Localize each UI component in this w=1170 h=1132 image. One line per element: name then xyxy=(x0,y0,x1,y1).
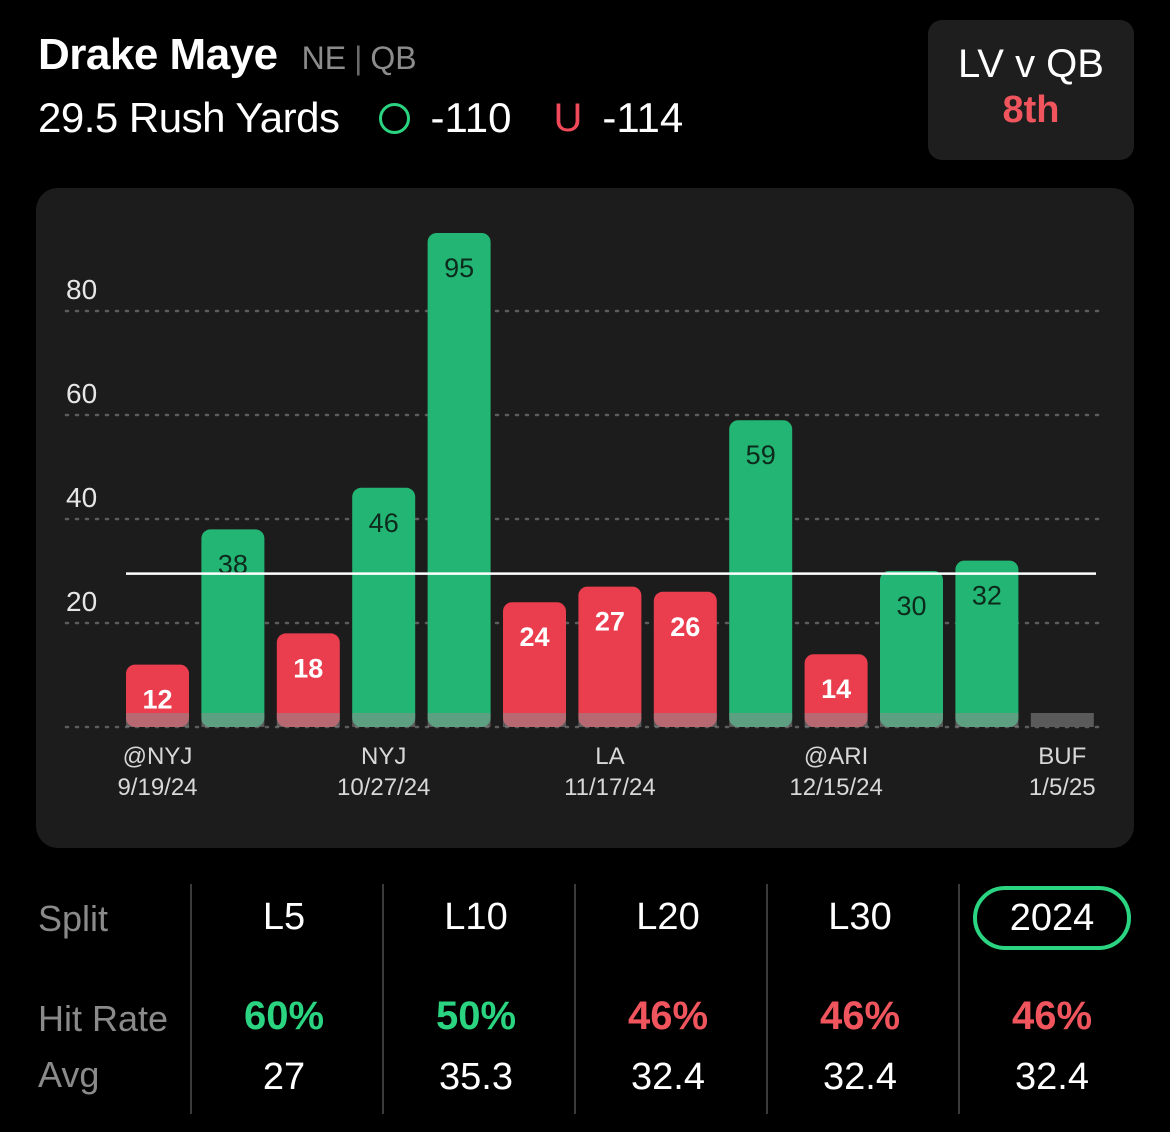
bar-value-label: 95 xyxy=(444,253,474,283)
split-tab-l30[interactable]: L30 xyxy=(828,896,892,938)
hit-rate-value: 60% xyxy=(243,994,325,1038)
player-name: Drake Maye xyxy=(38,30,278,79)
under-icon: U xyxy=(553,95,583,140)
split-tab-2024[interactable]: 2024 xyxy=(973,886,1131,950)
bar-value-label: 14 xyxy=(821,674,851,704)
avg-value: 35.3 xyxy=(439,1056,513,1098)
bar-base-band xyxy=(352,713,416,727)
splits-table: Split Hit Rate Avg L5 60% 27 L10 50% 35.3 L20 4… xyxy=(0,880,1170,1120)
matchup-label: LV v QB xyxy=(958,42,1104,86)
x-label-opponent: @NYJ xyxy=(123,743,193,770)
bar-pending xyxy=(1030,713,1094,727)
bar-base-band xyxy=(804,713,868,727)
column-divider xyxy=(958,884,960,1114)
under-option[interactable]: U -114 xyxy=(553,94,683,142)
bar-value-label: 24 xyxy=(519,622,549,652)
bar-value-label: 38 xyxy=(218,549,248,579)
hit-rate-value: 46% xyxy=(1011,994,1093,1038)
split-tab-l5[interactable]: L5 xyxy=(262,896,306,938)
y-tick-label: 80 xyxy=(66,274,97,305)
bar xyxy=(578,586,642,727)
matchup-rank: 8th xyxy=(1002,89,1060,131)
bar-value-label: 59 xyxy=(746,440,776,470)
bar-base-band xyxy=(427,713,491,727)
bar xyxy=(955,560,1019,727)
bar-value-label: 12 xyxy=(142,685,172,715)
hit-rate-value: 50% xyxy=(435,994,517,1038)
hit-rate-row-label: Hit Rate xyxy=(38,998,169,1039)
column-divider xyxy=(766,884,768,1114)
bar-base-band xyxy=(276,713,340,727)
x-label-opponent: @ARI xyxy=(804,743,868,770)
team-position-separator: | xyxy=(354,40,363,76)
prop-label: 29.5 Rush Yards xyxy=(38,94,340,141)
avg-value: 32.4 xyxy=(631,1056,705,1098)
column-divider xyxy=(574,884,576,1114)
avg-row-label: Avg xyxy=(38,1054,100,1095)
bar-value-label: 27 xyxy=(595,607,625,637)
bar-base-band xyxy=(578,713,642,727)
column-divider xyxy=(190,884,192,1114)
bar xyxy=(427,233,491,727)
bar xyxy=(804,654,868,727)
player-header: Drake Maye NE | QB 29.5 Rush Yards -110 … xyxy=(38,30,683,142)
bar-base-band xyxy=(503,713,566,727)
bar xyxy=(653,591,717,727)
bar xyxy=(276,633,340,727)
split-tab-l20[interactable]: L20 xyxy=(636,896,700,938)
bar xyxy=(201,529,265,727)
prop-line-row: 29.5 Rush Yards -110 U -114 xyxy=(38,94,683,142)
bar xyxy=(352,487,416,727)
bar-base-band xyxy=(653,713,717,727)
position: QB xyxy=(370,40,417,76)
bar-base-band xyxy=(729,713,793,727)
split-tab-l10[interactable]: L10 xyxy=(444,896,508,938)
team-position: NE | QB xyxy=(302,40,417,77)
x-label-opponent: BUF xyxy=(1038,743,1086,770)
bar-base-band xyxy=(126,713,189,727)
y-tick-label: 40 xyxy=(66,482,97,513)
matchup-badge[interactable]: LV v QB 8th xyxy=(928,20,1134,160)
avg-value: 27 xyxy=(262,1056,306,1098)
y-tick-label: 60 xyxy=(66,378,97,409)
x-label-opponent: LA xyxy=(595,743,624,770)
x-label-date: 12/15/24 xyxy=(789,774,882,801)
x-label-opponent: NYJ xyxy=(361,743,406,770)
over-option[interactable]: -110 xyxy=(379,94,511,142)
bar xyxy=(503,602,566,727)
bar-base-band xyxy=(880,713,943,727)
bar-base-band xyxy=(201,713,265,727)
bar-value-label: 46 xyxy=(369,508,399,538)
x-label-date: 11/17/24 xyxy=(564,774,656,801)
avg-value: 32.4 xyxy=(1015,1056,1089,1098)
hit-rate-value: 46% xyxy=(819,994,901,1038)
bar-value-label: 18 xyxy=(293,653,323,683)
name-row: Drake Maye NE | QB xyxy=(38,30,683,80)
avg-value: 32.4 xyxy=(823,1056,897,1098)
split-row-label: Split xyxy=(38,898,109,939)
bar-value-label: 26 xyxy=(670,612,700,642)
over-odds: -110 xyxy=(430,94,512,141)
bar xyxy=(126,664,189,727)
column-divider xyxy=(382,884,384,1114)
team-abbr: NE xyxy=(301,40,347,76)
hit-rate-value: 46% xyxy=(627,994,709,1038)
x-label-date: 10/27/24 xyxy=(337,774,430,801)
x-label-date: 1/5/25 xyxy=(1029,774,1096,801)
game-log-chart: 20 40 60 80 12 38 18 46 95 24 27 26 59 14 30 32 @NYJ 9/19… xyxy=(36,188,1134,848)
bar-base-band xyxy=(955,713,1019,727)
y-tick-label: 20 xyxy=(66,586,97,617)
bar-value-label: 30 xyxy=(896,591,926,621)
over-icon xyxy=(379,102,411,134)
under-odds: -114 xyxy=(602,94,684,141)
x-label-date: 9/19/24 xyxy=(117,774,197,801)
chart-svg: 20 40 60 80 12 38 18 46 95 24 27 26 59 14 30 32 @NYJ 9/19… xyxy=(64,233,1100,801)
bar-value-label: 32 xyxy=(972,581,1002,611)
bar xyxy=(880,571,943,727)
